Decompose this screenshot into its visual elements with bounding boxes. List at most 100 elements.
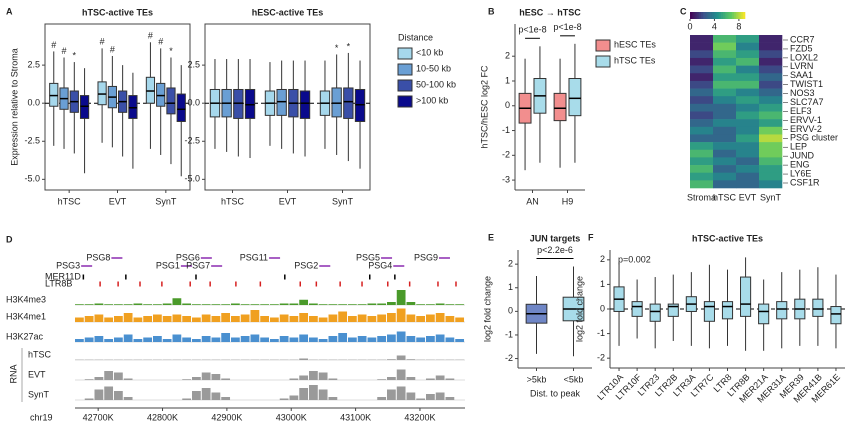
p-value: p=0.002 (618, 254, 651, 264)
signal-bar (221, 397, 231, 400)
heatmap-cell (759, 88, 783, 97)
signal-bar (289, 337, 299, 342)
significance-mark: * (169, 46, 173, 56)
signal-bar (426, 304, 435, 305)
signal-bar (377, 336, 387, 342)
row-label: ERVV-1 (790, 115, 822, 125)
row-label: NOS3 (790, 88, 815, 98)
signal-bar (192, 317, 201, 322)
y-tick-label: 2.5 (27, 59, 40, 69)
significance-mark: # (148, 31, 153, 41)
signal-bar (201, 304, 211, 305)
legend-swatch (595, 39, 611, 52)
box (354, 88, 366, 122)
row-label: LY6E (790, 168, 811, 178)
colorbar-step (702, 12, 705, 19)
heatmap-cell (690, 172, 714, 181)
box (97, 81, 107, 106)
colorbar-step (717, 12, 720, 19)
heatmap-cell (736, 65, 760, 74)
heatmap-cell (736, 142, 760, 151)
signal-bar (406, 302, 416, 305)
chart-title: hESC → hTSC (519, 7, 581, 17)
signal-bar (211, 316, 221, 322)
chart-title: hESC-active TEs (252, 7, 324, 17)
box (176, 93, 186, 122)
signal-bar (172, 298, 182, 305)
heatmap-cell (759, 172, 783, 181)
row-label: CCR7 (790, 34, 815, 44)
signal-bar (435, 303, 445, 305)
colorbar-step (712, 12, 715, 19)
signal-bar (396, 308, 406, 322)
signal-bar (192, 304, 201, 305)
signal-bar (338, 333, 348, 342)
signal-bar (260, 337, 270, 342)
signal-bar (192, 377, 201, 380)
box (703, 301, 715, 322)
y-tick-label: 1 (600, 279, 605, 289)
heatmap-cell (736, 111, 760, 120)
colorbar-step (730, 12, 733, 19)
chart-title: hTSC-active TEs (82, 7, 153, 17)
row-label: ENG (790, 160, 810, 170)
x-tick-label: hTSC (221, 196, 245, 206)
colorbar-step (723, 12, 726, 19)
signal-bar (406, 336, 416, 342)
signal-bar (445, 316, 455, 322)
heatmap-cell (713, 103, 737, 112)
box (49, 82, 59, 107)
signal-bar (211, 304, 221, 305)
heatmap-cell (713, 96, 737, 105)
x-tick-label: 43100K (340, 412, 371, 422)
gene-label: PSG3 (56, 260, 80, 270)
colorbar-step (715, 12, 718, 19)
row-label: PSG cluster (790, 133, 838, 143)
element-label: MER11D (45, 271, 81, 281)
legend-label: <10 kb (416, 47, 443, 57)
heatmap-cell (690, 73, 714, 82)
heatmap-cell (713, 65, 737, 74)
signal-bar (94, 336, 104, 342)
signal-bar (309, 303, 318, 305)
signal-bar (328, 378, 338, 380)
track-label: hTSC (28, 349, 52, 359)
x-tick-label: AN (526, 196, 539, 206)
x-tick-label: hTSC (58, 196, 82, 206)
heatmap-cell (759, 96, 783, 105)
heatmap-cell (736, 134, 760, 143)
colorbar-step (735, 12, 738, 19)
signal-bar (192, 339, 201, 342)
box (649, 303, 661, 322)
signal-bar (143, 316, 153, 322)
legend-swatch (397, 47, 413, 60)
signal-bar (201, 336, 211, 342)
row-label: LOXL2 (790, 52, 818, 62)
box (331, 87, 342, 118)
colorbar-step (706, 12, 709, 19)
signal-bar (94, 303, 104, 305)
signal-bar (328, 314, 338, 322)
legend-title: Distance (398, 32, 433, 42)
y-tick-label: 2 (600, 254, 605, 264)
colorbar-step (724, 12, 727, 19)
y-tick-label: 1 (508, 282, 513, 292)
box (276, 88, 287, 116)
signal-bar (104, 304, 114, 305)
signal-bar (309, 337, 318, 342)
signal-bar (348, 316, 357, 322)
colorbar-step (690, 12, 693, 19)
panel-letter: E (488, 232, 494, 242)
box (145, 76, 156, 104)
track-label: H3K4me1 (6, 311, 46, 321)
signal-bar (377, 303, 387, 305)
signal-bar (318, 372, 328, 380)
signal-bar (192, 391, 201, 400)
y-tick-label: -2 (505, 353, 513, 363)
heatmap-cell (713, 119, 737, 128)
signal-bar (221, 378, 231, 380)
signal-bar (377, 397, 387, 400)
legend-label: hTSC TEs (614, 55, 656, 65)
signal-bar (396, 290, 406, 305)
